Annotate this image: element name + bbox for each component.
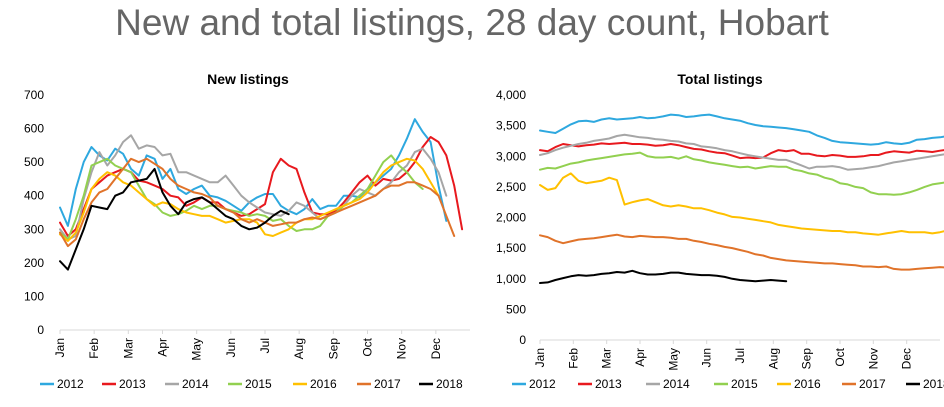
legend-label: 2014 <box>182 377 209 391</box>
x-tick-label: Mar <box>600 348 614 369</box>
series-line-2012 <box>59 118 448 227</box>
legend-label: 2014 <box>663 377 690 391</box>
y-tick-label: 500 <box>506 302 526 316</box>
x-tick-label: Jul <box>258 338 272 353</box>
x-tick-label: Aug <box>766 348 780 369</box>
y-tick-label: 600 <box>24 122 44 136</box>
series-line-2016 <box>539 172 944 236</box>
x-tick-label: Sep <box>326 338 340 360</box>
x-tick-label: Mar <box>121 338 135 359</box>
chart-new-listings: New listings 0 100 200 300 400 500 600 700 Jan Feb… <box>24 71 470 391</box>
x-tick-label: Oct <box>833 347 847 366</box>
legend-label: 2016 <box>794 377 821 391</box>
x-tick-label: Nov <box>395 338 409 359</box>
series-line-2017 <box>539 233 944 271</box>
chart-title: Total listings <box>677 71 763 87</box>
series-line-2017 <box>59 157 456 248</box>
y-tick-label: 200 <box>24 256 44 270</box>
legend-label: 2018 <box>923 377 944 391</box>
legend-label: 2017 <box>374 377 401 391</box>
x-tick-label: Feb <box>87 338 101 359</box>
series-line-2016 <box>59 157 440 242</box>
legend-label: 2015 <box>245 377 272 391</box>
x-tick-label: Apr <box>156 338 170 357</box>
x-tick-label: Nov <box>866 348 880 369</box>
y-tick-label: 4,000 <box>496 88 526 102</box>
legend-label: 2015 <box>731 377 758 391</box>
x-tick-label: Jul <box>733 348 747 363</box>
x-tick-label: Jan <box>53 338 67 357</box>
series-line-2015 <box>59 154 424 241</box>
x-tick-label: Dec <box>429 338 443 359</box>
y-tick-label: 1,500 <box>496 241 526 255</box>
legend-label: 2017 <box>859 377 886 391</box>
series-line-2013 <box>539 141 944 160</box>
y-tick-label: 2,000 <box>496 211 526 225</box>
chart-title: New listings <box>207 71 289 87</box>
legend-label: 2012 <box>57 377 84 391</box>
x-tick-label: Jan <box>533 348 547 367</box>
chart-total-listings: Total listings 0 500 1,000 1,500 2,000 2,500 3,… <box>496 71 944 391</box>
x-tick-label: Apr <box>633 348 647 367</box>
series-line-2014 <box>539 133 944 171</box>
x-tick-label: Aug <box>292 338 306 359</box>
y-tick-label: 500 <box>24 155 44 169</box>
y-tick-label: 1,000 <box>496 272 526 286</box>
y-tick-label: 0 <box>37 323 44 337</box>
x-tick-label: Jun <box>224 338 238 357</box>
legend-label: 2016 <box>310 377 337 391</box>
page-title: New and total listings, 28 day count, Ho… <box>115 2 829 43</box>
x-tick-label: Sep <box>800 348 814 370</box>
x-tick-label: Jun <box>700 348 714 367</box>
y-tick-label: 3,500 <box>496 119 526 133</box>
series-line-2012 <box>539 113 944 146</box>
series-line-2018 <box>59 167 290 271</box>
series-line-2018 <box>539 269 788 284</box>
x-tick-label: Dec <box>900 348 914 369</box>
y-tick-label: 100 <box>24 289 44 303</box>
x-tick-label: May <box>190 338 204 361</box>
legend-label: 2012 <box>529 377 556 391</box>
y-tick-label: 2,500 <box>496 180 526 194</box>
y-tick-label: 0 <box>519 333 526 347</box>
legend-label: 2013 <box>595 377 622 391</box>
legend-label: 2013 <box>119 377 146 391</box>
y-tick-label: 700 <box>24 88 44 102</box>
x-tick-label: Oct <box>361 337 375 356</box>
legend-label: 2018 <box>436 377 463 391</box>
y-tick-label: 400 <box>24 189 44 203</box>
y-tick-label: 3,000 <box>496 149 526 163</box>
x-tick-label: Feb <box>566 348 580 369</box>
y-tick-label: 300 <box>24 222 44 236</box>
x-tick-label: May <box>666 348 680 371</box>
series-line-2015 <box>539 151 944 196</box>
